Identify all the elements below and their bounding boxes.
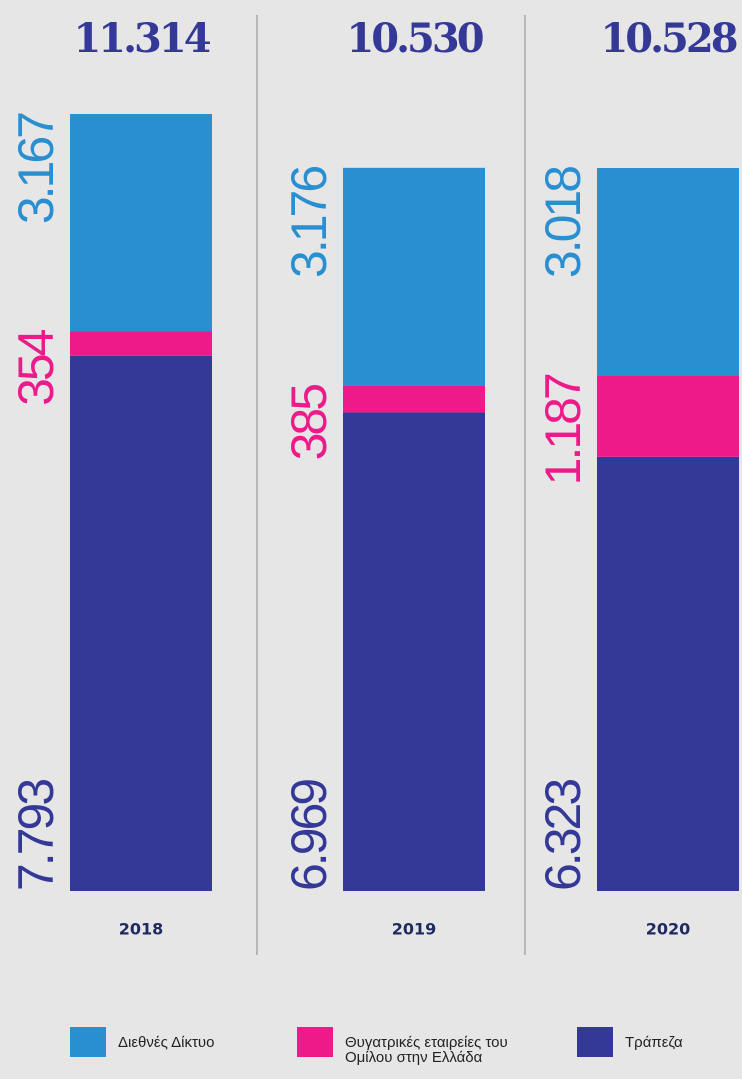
legend-label: Θυγατρικές εταιρείες του Ομίλου στην Ελλ… <box>345 1034 508 1066</box>
value-label: 385 <box>281 385 337 461</box>
x-tick-label: 2020 <box>646 920 691 939</box>
legend-item: Θυγατρικές εταιρείες του Ομίλου στην Ελλ… <box>297 1027 547 1065</box>
value-label: 354 <box>8 329 64 406</box>
x-tick-label: 2019 <box>392 920 437 939</box>
value-label: 6.323 <box>535 780 591 891</box>
bar-segment <box>70 331 212 356</box>
bar-segment <box>343 385 485 413</box>
value-label: 3.167 <box>8 113 64 224</box>
bar-segment <box>70 355 212 891</box>
value-label: 7.793 <box>8 780 64 891</box>
value-label: 3.018 <box>535 167 591 278</box>
legend-item: Τράπεζα <box>577 1027 727 1057</box>
bar-segment <box>597 456 739 891</box>
value-label: 1.187 <box>535 374 591 485</box>
value-label: 6.969 <box>281 780 337 891</box>
value-label: 3.176 <box>281 167 337 278</box>
bar-segment <box>70 114 212 332</box>
total-label: 10.528 <box>600 15 736 62</box>
legend-swatch <box>577 1027 613 1057</box>
total-label: 10.530 <box>346 15 482 62</box>
legend-swatch <box>70 1027 106 1057</box>
legend-swatch <box>297 1027 333 1057</box>
legend-label: Διεθνές Δίκτυο <box>118 1034 215 1051</box>
bar-segment <box>597 167 739 376</box>
legend-label: Τράπεζα <box>625 1034 683 1051</box>
total-label: 11.314 <box>73 15 210 62</box>
bar-segment <box>343 412 485 891</box>
bar-segment <box>343 167 485 386</box>
x-tick-label: 2018 <box>119 920 164 939</box>
bar-segment <box>597 375 739 457</box>
legend-item: Διεθνές Δίκτυο <box>70 1027 250 1057</box>
